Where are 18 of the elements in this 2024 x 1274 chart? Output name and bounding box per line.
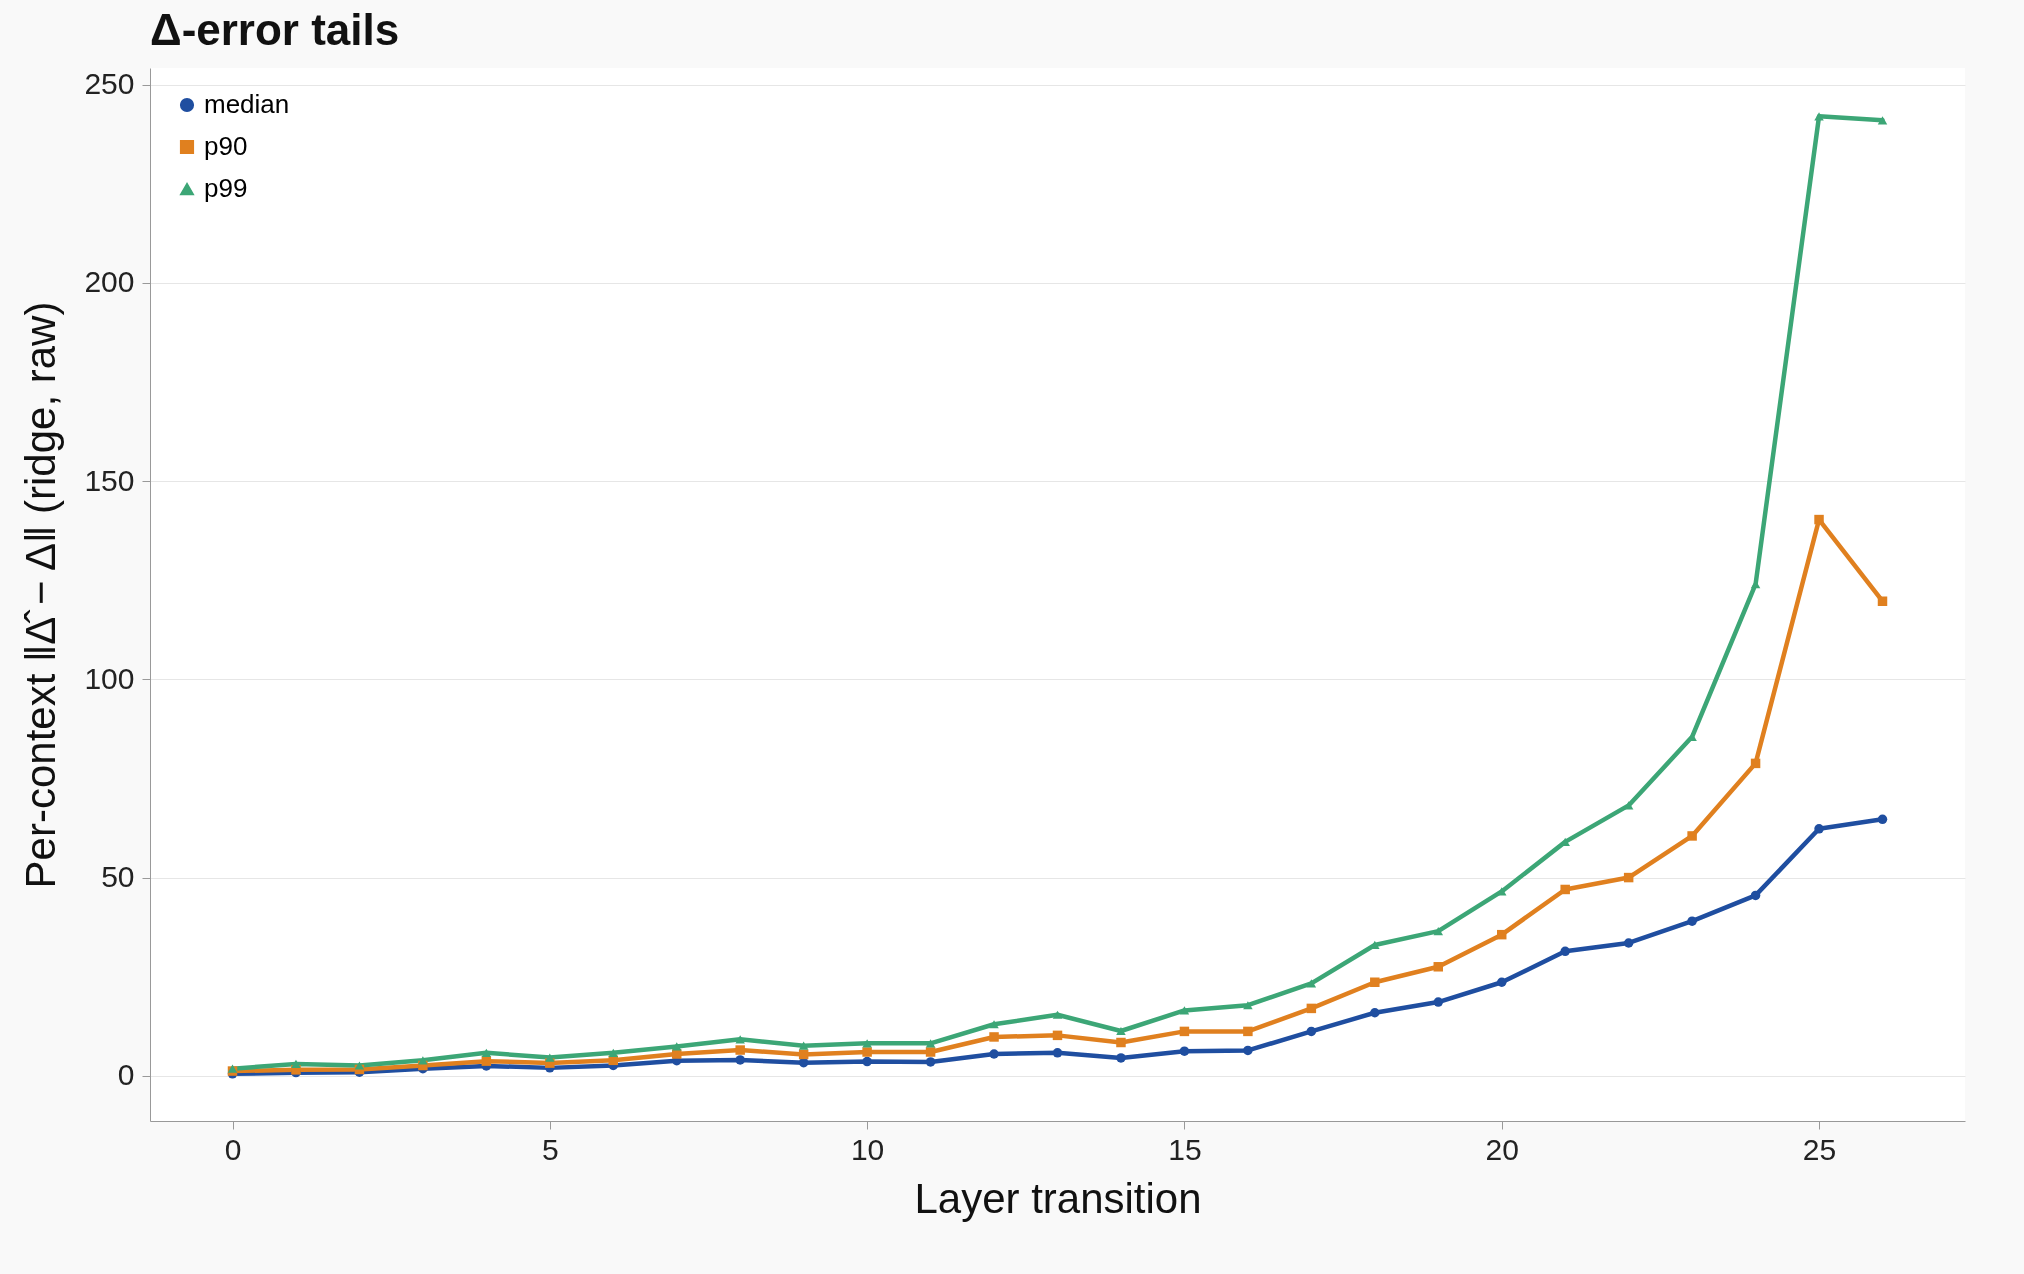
legend-label: p99	[204, 173, 248, 203]
legend-label: p90	[204, 131, 248, 161]
y-tick-label: 150	[84, 463, 135, 497]
chart-title: Δ-error tails	[150, 5, 400, 54]
x-tick-label: 15	[1168, 1132, 1202, 1166]
y-tick-label: 200	[84, 265, 135, 299]
y-axis-title: Per-context ‖Δ̂ − Δ‖ (ridge, raw)	[17, 301, 65, 889]
x-tick-label: 0	[224, 1132, 242, 1166]
x-tick-label: 5	[541, 1132, 559, 1166]
x-tick-label: 20	[1485, 1132, 1519, 1166]
x-axis-title: Layer transition	[914, 1174, 1202, 1222]
x-tick-label: 10	[850, 1132, 885, 1166]
legend-label: median	[204, 89, 290, 119]
x-tick-label: 25	[1802, 1132, 1837, 1166]
y-tick-label: 100	[84, 661, 135, 695]
y-tick-label: 250	[84, 67, 135, 101]
y-tick-label: 0	[117, 1058, 135, 1092]
y-tick-label: 50	[101, 860, 135, 894]
